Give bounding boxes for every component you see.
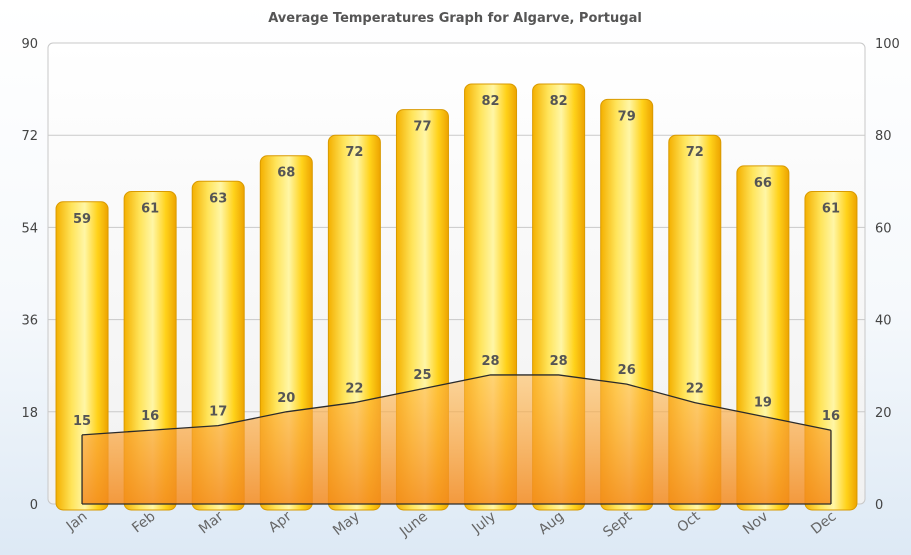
bar-value-label: 72 (345, 145, 363, 160)
area-value-label: 22 (345, 382, 363, 397)
area-value-label: 16 (822, 409, 840, 424)
area-value-label: 26 (618, 363, 636, 378)
bar-value-label: 79 (618, 109, 636, 124)
area-value-label: 20 (277, 391, 295, 406)
bar-value-label: 68 (277, 166, 295, 181)
bar-value-label: 61 (822, 202, 840, 217)
right-tick-label: 100 (875, 37, 900, 52)
area-value-label: 25 (413, 368, 431, 383)
left-tick-label: 36 (21, 314, 38, 329)
bar-value-label: 82 (550, 94, 568, 109)
bar-value-label: 63 (209, 191, 227, 206)
x-tick-label: May (330, 509, 363, 539)
left-tick-label: 18 (21, 406, 38, 421)
x-tick-label: Aug (536, 509, 567, 538)
left-axis: 0 18 36 54 72 90 (21, 37, 38, 513)
area-series (81, 374, 832, 505)
left-tick-label: 90 (21, 37, 38, 52)
x-tick-label: July (469, 509, 499, 538)
bar-value-label: 66 (754, 176, 772, 191)
bar-value-label: 61 (141, 202, 159, 217)
x-tick-label: Nov (740, 509, 771, 538)
left-tick-label: 72 (21, 129, 38, 144)
area-line (81, 374, 832, 436)
area-fill (82, 374, 831, 504)
x-tick-label: Oct (674, 508, 703, 536)
right-tick-label: 80 (875, 129, 892, 144)
x-tick-label: Mar (196, 508, 227, 537)
right-tick-label: 20 (875, 406, 892, 421)
bar-value-label: 72 (686, 145, 704, 160)
left-tick-label: 0 (30, 498, 38, 513)
area-value-label: 28 (481, 354, 499, 369)
bar-value-labels: 59 61 63 68 72 77 82 82 79 72 66 61 (73, 94, 840, 227)
x-tick-label: Apr (266, 508, 295, 536)
right-axis: 0 20 40 60 80 100 (875, 37, 900, 513)
x-tick-label: Dec (808, 509, 839, 538)
bar-value-label: 82 (481, 94, 499, 109)
area-value-label: 19 (754, 395, 772, 410)
bar-value-label: 59 (73, 212, 91, 227)
x-tick-label: Feb (129, 508, 158, 536)
right-tick-label: 0 (875, 498, 883, 513)
x-tick-label: Jan (63, 509, 91, 536)
bar (55, 201, 109, 511)
area-value-label: 16 (141, 409, 159, 424)
area-value-label: 15 (73, 414, 91, 429)
x-tick-label: Sept (600, 508, 635, 541)
bar-value-label: 77 (413, 120, 431, 135)
x-tick-label: June (396, 509, 431, 541)
area-value-label: 22 (686, 382, 704, 397)
left-tick-label: 54 (21, 221, 38, 236)
area-value-labels: 15 16 17 20 22 25 28 28 26 22 19 16 (73, 354, 840, 429)
area-value-label: 28 (550, 354, 568, 369)
chart-title: Average Temperatures Graph for Algarve, … (268, 11, 642, 26)
right-tick-label: 60 (875, 221, 892, 236)
area-value-label: 17 (209, 405, 227, 420)
right-tick-label: 40 (875, 314, 892, 329)
x-axis: Jan Feb Mar Apr May June July Aug Sept Oct Nov Dec (63, 508, 840, 541)
